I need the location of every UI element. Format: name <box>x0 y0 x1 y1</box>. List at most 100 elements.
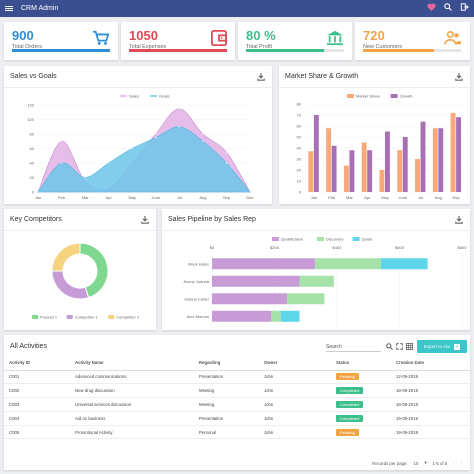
table-cell: 12-09-2019 <box>391 370 470 385</box>
table-cell: 19-09-2019 <box>391 411 470 426</box>
table-row[interactable]: C004 Aid on business Presentation John Compl… <box>4 411 470 426</box>
prev-page-icon[interactable]: ‹ <box>453 460 455 466</box>
status-cell: Pending <box>331 425 391 440</box>
bar <box>313 115 319 192</box>
y-tick-label: 100 <box>27 117 34 122</box>
card-title: All Activities <box>10 343 47 350</box>
bar-segment <box>271 310 281 322</box>
column-header[interactable]: Regarding <box>194 356 259 371</box>
progress-bar <box>129 49 227 52</box>
table-row[interactable]: C002 New drug discussion Meeting John Comple… <box>4 383 470 399</box>
grid-view-icon[interactable] <box>406 343 413 350</box>
table-cell: C001 <box>4 370 70 385</box>
x-tick-label: June <box>151 195 160 200</box>
status-cell: Completed <box>331 383 391 399</box>
bar <box>343 165 349 192</box>
legend-label: Competitor 1 <box>75 315 99 320</box>
search-label[interactable]: Search <box>326 344 381 352</box>
rows-per-page-select[interactable]: 10 <box>413 460 419 466</box>
y-tick-label: 60 <box>297 124 302 129</box>
export-csv-button[interactable]: Export to csv + <box>417 340 467 353</box>
bar <box>402 137 408 192</box>
y-tick-label: 80 <box>30 132 35 137</box>
activities-table: Activity ID Activity Name Regarding Owne… <box>4 356 470 440</box>
table-row[interactable]: C003 Universal services discussion Meeting… <box>4 397 470 412</box>
x-tick-label: Jan <box>311 195 317 200</box>
table-cell: C002 <box>4 383 70 399</box>
download-icon[interactable] <box>455 73 463 81</box>
legend-label: Goals <box>159 94 169 99</box>
y-tick-label: Alex Morrow <box>187 314 209 319</box>
progress-bar <box>363 49 461 52</box>
search-icon[interactable] <box>444 3 452 11</box>
legend-swatch <box>347 94 354 98</box>
table-row[interactable]: C005 Promotional Activity Personal John Pend… <box>4 425 470 440</box>
x-tick-label: $200 <box>270 245 280 250</box>
x-tick-label: June <box>398 195 407 200</box>
stat-label: Total Expenses <box>129 44 167 50</box>
data-point <box>178 125 181 128</box>
x-tick-label: Mar <box>82 195 90 200</box>
bar <box>385 131 390 192</box>
bar <box>415 159 420 192</box>
bar-segment <box>380 258 428 270</box>
next-page-icon[interactable]: › <box>460 460 462 466</box>
bank-icon <box>327 30 343 46</box>
column-header[interactable]: Status <box>331 356 391 371</box>
fullscreen-icon[interactable] <box>396 343 403 350</box>
table-cell: New drug discussion <box>70 383 194 399</box>
status-cell: Completed <box>331 411 391 426</box>
search-icon[interactable] <box>386 343 393 350</box>
x-tick-label: $400 <box>333 245 343 250</box>
add-icon: + <box>454 343 460 350</box>
x-tick-label: Feb <box>328 195 336 200</box>
bar <box>420 121 426 192</box>
bar <box>331 145 337 192</box>
download-icon[interactable] <box>455 216 463 224</box>
y-tick-label: Jimmy Joanna <box>183 279 210 284</box>
donut-slice <box>51 270 90 300</box>
data-point <box>201 140 204 143</box>
chevron-down-icon[interactable]: ▾ <box>424 460 427 465</box>
table-cell: John <box>259 383 331 399</box>
stat-label: Total Orders <box>12 44 42 50</box>
table-cell: C003 <box>4 397 70 412</box>
stat-label: Total Profit <box>246 44 272 50</box>
hamburger-menu-icon[interactable] <box>5 6 13 11</box>
x-tick-label: Apr <box>106 195 113 200</box>
logout-icon[interactable] <box>460 3 469 11</box>
progress-bar <box>246 49 344 52</box>
table-cell: Aid on business <box>70 411 194 426</box>
table-cell: C005 <box>4 425 70 440</box>
column-header[interactable]: Activity Name <box>70 356 194 371</box>
y-tick-label: 0 <box>32 190 35 195</box>
bar <box>361 142 367 192</box>
legend-swatch <box>66 315 73 319</box>
data-point <box>154 136 157 139</box>
bar <box>379 170 385 192</box>
stat-value: 1050 <box>129 28 158 43</box>
x-tick-label: Sep <box>453 195 461 200</box>
download-icon[interactable] <box>257 73 265 81</box>
bar-segment <box>280 310 300 322</box>
column-header[interactable]: Owner <box>259 356 331 371</box>
bar-segment <box>212 310 272 322</box>
x-tick-label: Jul <box>418 195 423 200</box>
stat-card-customers: 720 New Customers <box>355 22 470 60</box>
heart-icon[interactable] <box>427 3 436 11</box>
competitors-card: Key Competitors Product 1 Competitor 1 Com… <box>4 209 156 330</box>
column-header[interactable]: Creation Date <box>391 356 470 371</box>
bar <box>367 150 373 192</box>
column-header[interactable]: Activity ID <box>4 356 70 371</box>
table-cell: 18-09-2019 <box>391 383 470 399</box>
stat-value: 80 % <box>246 28 276 43</box>
bar <box>432 128 438 192</box>
legend-label: Quote <box>362 237 374 242</box>
table-cell: Advanced communications <box>70 370 194 385</box>
download-icon[interactable] <box>141 216 149 224</box>
data-point <box>178 107 181 110</box>
data-point <box>60 161 63 165</box>
status-badge: Completed <box>336 387 364 395</box>
data-point <box>225 161 228 165</box>
table-row[interactable]: C001 Advanced communications Presentation J… <box>4 370 470 385</box>
